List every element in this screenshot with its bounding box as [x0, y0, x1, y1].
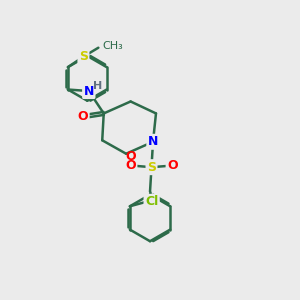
Text: N: N [84, 85, 94, 98]
Text: S: S [79, 50, 88, 63]
Text: O: O [125, 159, 136, 172]
Text: S: S [147, 161, 156, 174]
Text: Cl: Cl [145, 195, 158, 208]
Text: N: N [148, 135, 158, 148]
Text: O: O [77, 110, 88, 123]
Text: CH₃: CH₃ [103, 41, 124, 51]
Text: O: O [125, 150, 136, 163]
Text: H: H [92, 81, 102, 91]
Text: O: O [167, 159, 178, 172]
